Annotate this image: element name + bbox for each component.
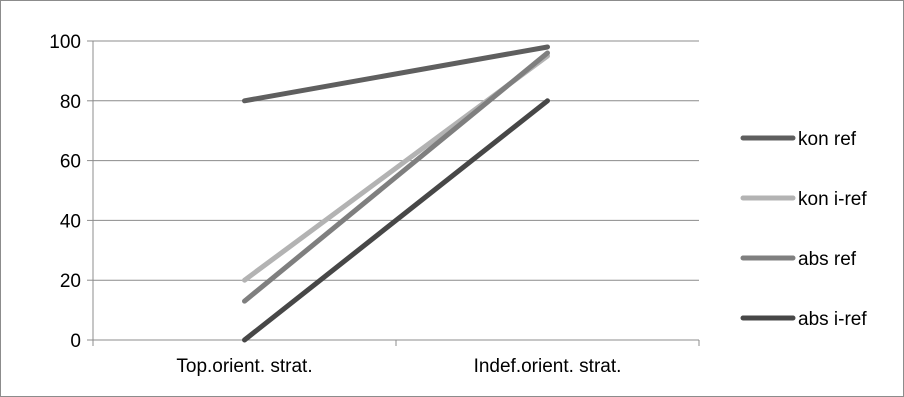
legend-entry: kon i-ref xyxy=(740,189,867,210)
axes xyxy=(87,40,700,346)
series-line-abs-i-ref xyxy=(242,98,550,343)
y-tick-labels: 0 20 40 60 80 100 xyxy=(49,32,81,352)
y-tick-label: 80 xyxy=(60,92,81,113)
legend-entry: abs ref xyxy=(740,249,857,270)
legend-entry: kon ref xyxy=(740,129,857,150)
series-line-kon-ref xyxy=(242,44,550,104)
gridlines xyxy=(93,40,699,281)
y-tick-label: 100 xyxy=(49,32,81,53)
legend-entry: abs i-ref xyxy=(740,309,867,330)
legend-label: kon i-ref xyxy=(798,189,867,210)
legend-label: kon ref xyxy=(798,129,857,150)
legend: kon ref kon i-ref abs ref abs i-ref xyxy=(740,129,867,330)
y-tick-label: 60 xyxy=(60,152,81,173)
x-tick-label: Indef.orient. strat. xyxy=(474,356,622,377)
y-tick-label: 20 xyxy=(60,271,81,292)
legend-label: abs i-ref xyxy=(798,309,867,330)
legend-label: abs ref xyxy=(798,249,857,270)
series-line-abs-ref xyxy=(242,50,550,304)
y-tick-label: 40 xyxy=(60,211,81,232)
x-tick-labels: Top.orient. strat. Indef.orient. strat. xyxy=(176,356,621,377)
x-tick-label: Top.orient. strat. xyxy=(176,356,312,377)
y-tick-label: 0 xyxy=(70,331,81,352)
series-lines xyxy=(242,44,550,343)
